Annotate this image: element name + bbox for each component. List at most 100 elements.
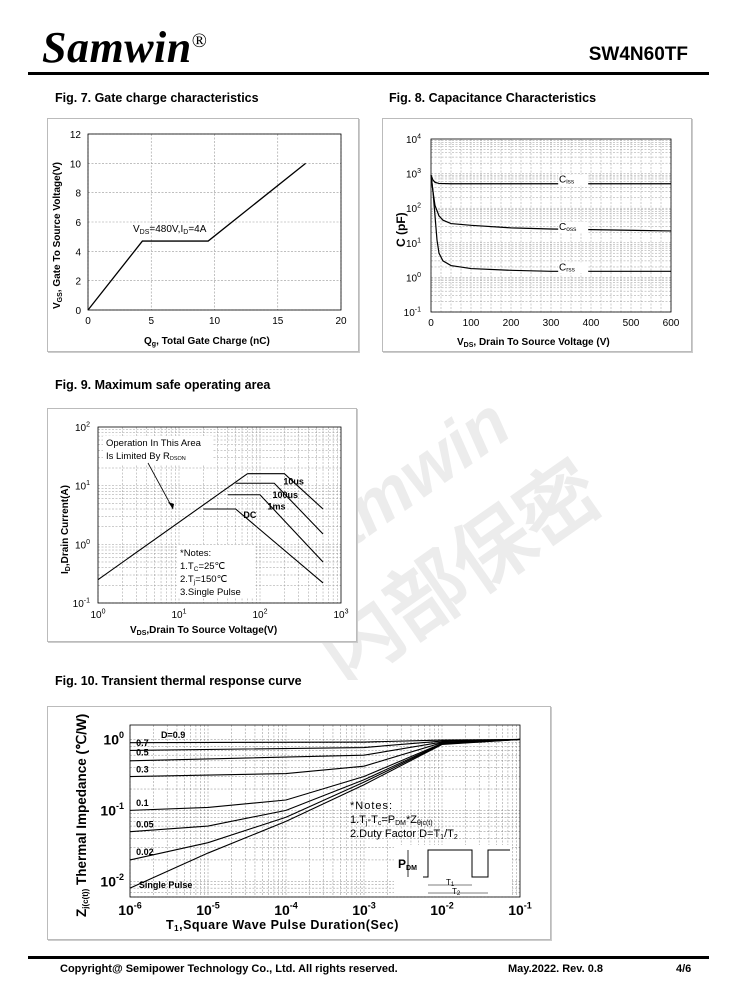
fig9-xtick: 101 <box>171 609 186 622</box>
page-number: 4/6 <box>676 963 692 975</box>
fig10-curve-0-05 <box>129 738 521 833</box>
fig9-ytick: 101 <box>75 480 90 493</box>
fig7-chart: 0 2 4 6 8 10 12 0 5 10 15 20 VDS=480V,ID=4A Qg, To… <box>52 130 347 348</box>
fig8-xtick: 400 <box>583 318 600 329</box>
fig9-note1: 1.TC=25℃ <box>180 561 226 573</box>
fig8-series-label: Crss <box>559 262 576 273</box>
fig10-panel: 10-2 10-1 100 10-6 10-5 10-4 10-3 10-2 10-1 D=0… <box>47 706 551 940</box>
fig8-ytick: 101 <box>406 237 421 250</box>
fig10-xtick: 10-1 <box>508 901 532 918</box>
fig9-curve-label: 100us <box>272 490 298 500</box>
fig7-xtick: 15 <box>272 316 284 327</box>
fig10-ytick: 10-1 <box>100 801 124 818</box>
footer-rule <box>28 956 709 959</box>
fig9-curve-label: DC <box>243 510 256 520</box>
fig9-op-line1: Operation In This Area <box>106 438 202 449</box>
fig7-title: Fig. 7. Gate charge characteristics <box>55 91 259 105</box>
fig8-xtick: 200 <box>503 318 520 329</box>
fig7-ytick: 12 <box>70 130 82 141</box>
fig8-xtick: 300 <box>543 318 560 329</box>
fig10-duty-label: Single Pulse <box>139 880 193 890</box>
fig7-ytick: 2 <box>75 277 81 288</box>
fig10-note2: 2.Duty Factor D=T1/T2 <box>350 828 458 841</box>
fig7-ytick: 6 <box>75 218 81 229</box>
fig10-notes-title: *Notes: <box>350 800 393 812</box>
company-logo: Samwin® <box>42 23 208 72</box>
header-rule <box>28 72 709 75</box>
fig10-note1: 1.Tj-Tc=PDM*Zθjc(t) <box>350 814 433 827</box>
fig7-panel: 0 2 4 6 8 10 12 0 5 10 15 20 VDS=480V,ID=4A Qg, To… <box>47 118 359 352</box>
fig7-xtick: 20 <box>335 316 347 327</box>
fig10-duty-label: 0.1 <box>136 798 149 808</box>
fig8-series-label: Ciss <box>559 175 575 186</box>
fig8-ytick: 103 <box>406 168 421 181</box>
fig8-curve-ciss <box>430 174 671 185</box>
fig7-xtick: 10 <box>209 316 221 327</box>
registered-mark: ® <box>191 30 208 52</box>
fig9-ylabel: ID,Drain Current(A) <box>60 485 72 574</box>
fig8-xtick: 0 <box>428 318 434 329</box>
fig7-gate-charge-curve <box>87 162 306 311</box>
fig10-duty-label: 0.02 <box>136 847 154 857</box>
fig7-ytick: 8 <box>75 189 81 200</box>
fig8-title: Fig. 8. Capacitance Characteristics <box>389 91 597 105</box>
fig9-curve-10us <box>247 473 324 510</box>
fig9-op-line2: Is Limited By RDSON <box>106 451 186 462</box>
fig8-label-bg <box>558 262 589 274</box>
fig10-ytick: 10-2 <box>100 872 124 889</box>
fig8-label-bg <box>558 174 589 186</box>
fig9-arrow <box>147 462 174 510</box>
fig9-curve-100us <box>235 482 324 535</box>
fig8-xtick: 500 <box>623 318 640 329</box>
fig10-t1-label: T1 <box>446 878 455 888</box>
fig8-series-label: Coss <box>559 222 577 233</box>
fig10-duty-label: 0.05 <box>136 819 154 829</box>
fig9-xlabel: VDS,Drain To Source Voltage(V) <box>130 625 277 637</box>
fig10-xtick: 10-6 <box>118 901 142 918</box>
copyright-text: Copyright@ Semipower Technology Co., Ltd… <box>60 963 398 975</box>
fig10-title: Fig. 10. Transient thermal response curv… <box>55 674 302 688</box>
fig9-curve-label: 1ms <box>268 502 286 512</box>
fig8-ytick: 100 <box>406 272 421 285</box>
fig10-xtick: 10-3 <box>352 901 376 918</box>
fig9-notes-title: *Notes: <box>180 548 211 559</box>
fig9-xtick: 103 <box>333 609 348 622</box>
fig9-ytick: 102 <box>75 422 90 435</box>
fig8-curve-crss <box>430 175 671 272</box>
fig9-title: Fig. 9. Maximum safe operating area <box>55 378 271 392</box>
fig9-curve-dc <box>203 508 324 584</box>
fig8-ytick: 10-1 <box>404 307 421 320</box>
fig10-curve-0-02 <box>129 738 521 861</box>
fig8-ytick: 102 <box>406 203 421 216</box>
fig10-duty-label: 0.3 <box>136 765 149 775</box>
fig10-pdm-label: PDM <box>398 857 417 872</box>
fig8-ytick: 104 <box>406 134 421 147</box>
fig10-xlabel: T1,Square Wave Pulse Duration(Sec) <box>166 918 399 933</box>
fig9-ytick: 10-1 <box>73 598 90 611</box>
fig9-curve-1ms <box>227 494 324 563</box>
fig9-arrow-head <box>168 502 174 509</box>
fig10-pulse-diagram: PDM T1 T2 <box>394 845 512 897</box>
fig9-note2: 2.Tj=150℃ <box>180 574 228 586</box>
fig9-curve-rdson-limit <box>97 473 248 581</box>
fig9-curve-label: 10us <box>283 476 304 486</box>
fig8-panel: 10-1 100 101 102 103 104 0 100 200 300 400 500 600 … <box>382 118 692 352</box>
fig10-ylabel: Zj(c(t)) Thermal Impedance (℃/W) <box>74 714 90 917</box>
fig8-xlabel: VDS, Drain To Source Voltage (V) <box>457 337 610 349</box>
fig7-ytick: 4 <box>75 247 81 258</box>
fig7-xlabel: Qg, Total Gate Charge (nC) <box>144 336 270 348</box>
part-number: SW4N60TF <box>588 44 688 65</box>
fig7-xtick: 0 <box>85 316 91 327</box>
fig9-panel: 10-1 100 101 102 100 101 102 103 10us 100us 1ms D… <box>47 408 357 642</box>
fig10-chart: 10-2 10-1 100 10-6 10-5 10-4 10-3 10-2 10-1 D=0… <box>74 714 532 933</box>
fig10-curve-single-pulse <box>129 738 521 889</box>
fig8-xtick: 600 <box>663 318 680 329</box>
fig7-ytick: 10 <box>70 159 82 170</box>
fig9-note3: 3.Single Pulse <box>180 587 241 598</box>
fig7-ytick: 0 <box>75 306 81 317</box>
fig10-xtick: 10-2 <box>430 901 454 918</box>
fig10-xtick: 10-4 <box>274 901 298 918</box>
fig8-xtick: 100 <box>463 318 480 329</box>
